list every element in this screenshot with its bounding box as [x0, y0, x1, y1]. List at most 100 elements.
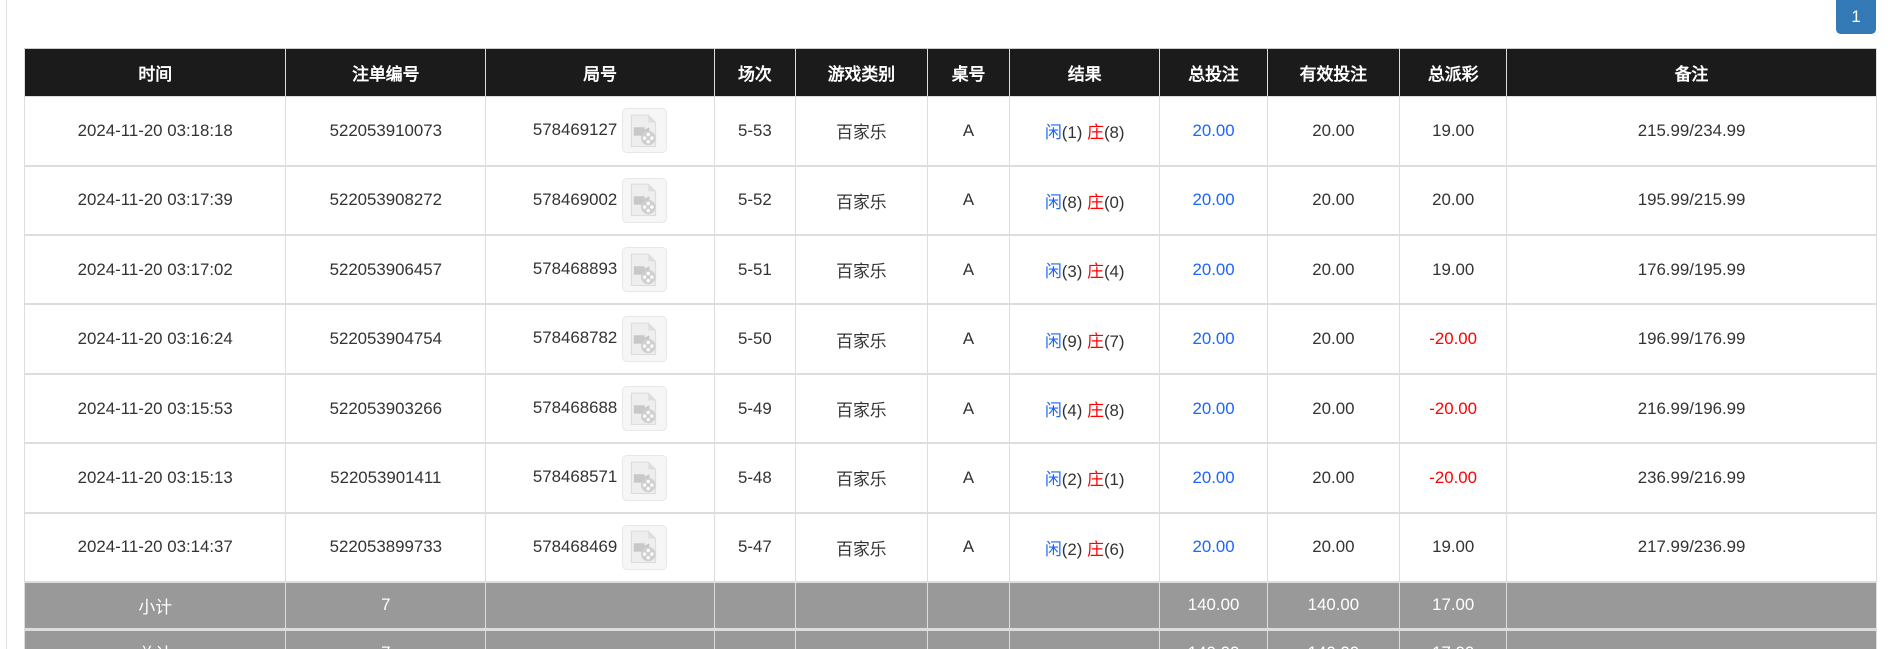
banker-value: (7) [1103, 331, 1125, 351]
video-replay-icon[interactable] [622, 524, 668, 571]
round-number: 578468688 [532, 397, 618, 417]
cell-time: 2024-11-20 03:15:53 [24, 373, 287, 445]
cell-session: 5-48 [714, 442, 796, 514]
round-number: 578468782 [532, 328, 618, 348]
cell-result: 闲(3) 庄(4) [1008, 234, 1161, 306]
cell-note: 236.99/216.99 [1506, 442, 1877, 514]
table-row: 2024-11-20 03:16:24 522053904754 578468782… [24, 303, 1877, 375]
cell-valid-bet: 20.00 [1266, 373, 1401, 445]
header-table: 桌号 [927, 48, 1010, 98]
summary-total-bet: 140.00 [1159, 581, 1268, 630]
cell-bet-id: 522053906457 [285, 234, 487, 306]
cell-round: 578468893 [485, 234, 715, 306]
cell-valid-bet: 20.00 [1266, 96, 1401, 167]
cell-total-bet: 20.00 [1159, 96, 1268, 167]
player-label: 闲 [1044, 331, 1062, 351]
left-border [6, 0, 8, 649]
video-replay-icon[interactable] [622, 177, 668, 223]
banker-value: (6) [1103, 539, 1125, 559]
cell-table: A [927, 373, 1010, 445]
player-label: 闲 [1044, 123, 1062, 143]
header-session: 场次 [714, 48, 796, 98]
cell-note: 217.99/236.99 [1506, 512, 1877, 584]
video-replay-icon[interactable] [622, 316, 668, 362]
summary-empty-cell [1008, 581, 1161, 630]
video-replay-icon[interactable] [622, 385, 668, 432]
player-value: (2) [1061, 539, 1083, 559]
cell-table: A [927, 165, 1010, 236]
cell-session: 5-50 [714, 303, 796, 375]
header-round: 局号 [485, 48, 715, 98]
player-label: 闲 [1044, 470, 1062, 490]
cell-round: 578468571 [485, 442, 715, 514]
header-note: 备注 [1506, 48, 1877, 98]
summary-count: 7 [285, 581, 487, 630]
player-label: 闲 [1044, 262, 1062, 282]
header-time: 时间 [24, 48, 287, 98]
cell-total-bet: 20.00 [1159, 373, 1268, 445]
cell-result: 闲(8) 庄(0) [1008, 165, 1161, 236]
cell-note: 215.99/234.99 [1506, 96, 1877, 167]
header-game-type: 游戏类别 [794, 48, 929, 98]
table-header: 时间 注单编号 局号 场次 游戏类别 桌号 结果 总投注 有效投注 总派彩 备注 [24, 48, 1877, 98]
player-value: (2) [1061, 470, 1083, 490]
cell-time: 2024-11-20 03:17:39 [24, 165, 287, 236]
cell-valid-bet: 20.00 [1266, 165, 1401, 236]
cell-time: 2024-11-20 03:17:02 [24, 234, 287, 306]
cell-note: 176.99/195.99 [1506, 234, 1877, 306]
cell-valid-bet: 20.00 [1266, 442, 1401, 514]
video-replay-icon[interactable] [622, 108, 668, 154]
summary-total-bet: 140.00 [1159, 627, 1268, 649]
cell-game-type: 百家乐 [794, 442, 929, 514]
cell-valid-bet: 20.00 [1266, 303, 1401, 375]
cell-total-bet: 20.00 [1159, 303, 1268, 375]
cell-game-type: 百家乐 [794, 512, 929, 584]
player-label: 闲 [1044, 192, 1062, 212]
cell-payout: 20.00 [1399, 165, 1508, 236]
player-value: (4) [1061, 401, 1083, 420]
cell-game-type: 百家乐 [794, 96, 929, 167]
cell-session: 5-47 [714, 512, 796, 584]
cell-session: 5-51 [714, 234, 796, 306]
cell-total-bet: 20.00 [1159, 234, 1268, 306]
summary-empty-cell [794, 627, 929, 649]
pagination-page-1[interactable]: 1 [1836, 0, 1876, 34]
banker-label: 庄 [1087, 539, 1104, 559]
cell-note: 216.99/196.99 [1506, 373, 1877, 445]
cell-game-type: 百家乐 [794, 165, 929, 236]
cell-table: A [927, 512, 1010, 584]
cell-bet-id: 522053904754 [285, 303, 487, 375]
summary-count: 7 [285, 627, 487, 649]
banker-value: (4) [1103, 262, 1125, 282]
cell-game-type: 百家乐 [794, 373, 929, 445]
player-value: (8) [1061, 192, 1083, 212]
summary-empty-cell [1008, 627, 1161, 649]
summary-empty-cell [485, 627, 715, 649]
banker-label: 庄 [1087, 331, 1104, 351]
header-payout: 总派彩 [1399, 48, 1508, 98]
round-number: 578469127 [532, 120, 618, 140]
video-replay-icon[interactable] [622, 246, 668, 293]
video-replay-icon[interactable] [622, 455, 668, 501]
player-label: 闲 [1044, 539, 1062, 559]
banker-label: 庄 [1087, 262, 1104, 282]
bet-records-table: 时间 注单编号 局号 场次 游戏类别 桌号 结果 总投注 有效投注 总派彩 备注 2024-11-2… [24, 48, 1877, 649]
cell-game-type: 百家乐 [794, 303, 929, 375]
summary-empty-cell [714, 581, 796, 630]
cell-table: A [927, 442, 1010, 514]
cell-total-bet: 20.00 [1159, 165, 1268, 236]
table-row: 2024-11-20 03:18:18 522053910073 578469127… [24, 96, 1877, 167]
summary-empty-cell [927, 581, 1010, 630]
cell-bet-id: 522053903266 [285, 373, 487, 445]
round-number: 578468469 [532, 536, 618, 556]
cell-result: 闲(2) 庄(6) [1008, 512, 1161, 584]
round-number: 578468893 [532, 259, 618, 279]
cell-bet-id: 522053899733 [285, 512, 487, 584]
cell-bet-id: 522053901411 [285, 442, 487, 514]
cell-table: A [927, 234, 1010, 306]
cell-round: 578468782 [485, 303, 715, 375]
cell-game-type: 百家乐 [794, 234, 929, 306]
cell-bet-id: 522053908272 [285, 165, 487, 236]
